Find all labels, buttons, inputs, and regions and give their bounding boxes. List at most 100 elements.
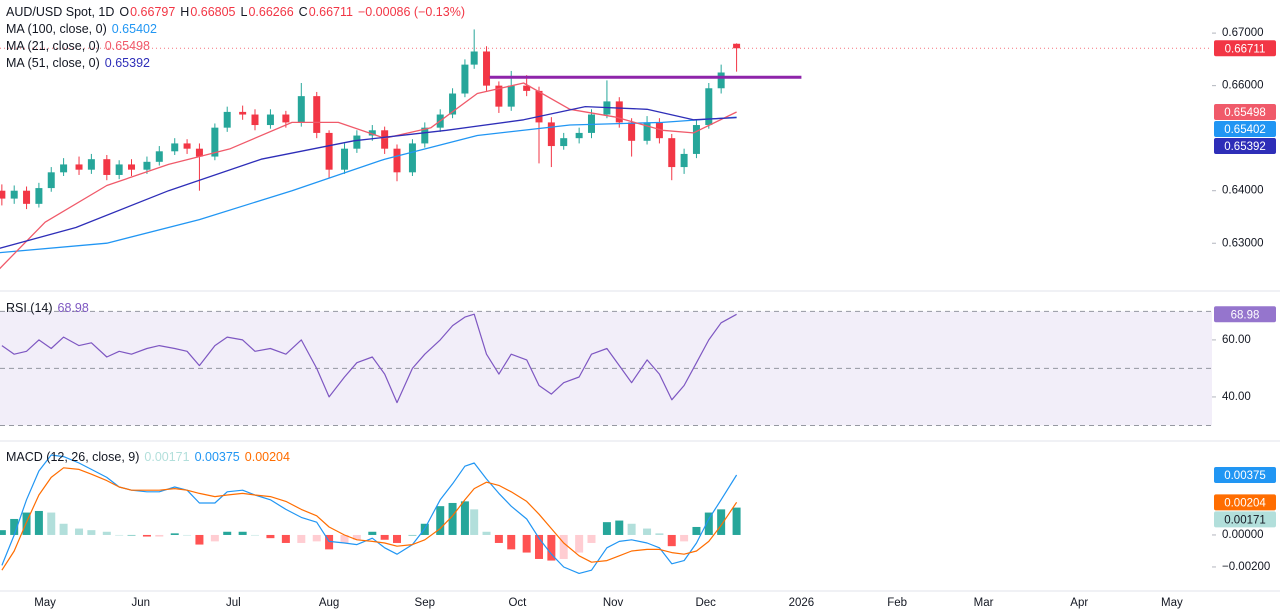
ma-legend: MA (100, close, 0) 0.65402 xyxy=(6,21,162,37)
histogram-bar xyxy=(238,531,247,535)
candle-body xyxy=(507,85,515,107)
histogram-bar xyxy=(368,531,377,535)
x-tick-label: Feb xyxy=(887,597,907,609)
candle-body xyxy=(143,161,151,170)
candle-body xyxy=(75,164,83,170)
candle-body xyxy=(495,85,503,107)
histogram-bar xyxy=(0,530,6,535)
candle-body xyxy=(421,127,429,144)
price-badge xyxy=(1214,511,1276,528)
price-badge xyxy=(1214,121,1276,138)
candle-body xyxy=(23,190,31,204)
ma-legend: MA (51, close, 0) 0.65392 xyxy=(6,55,155,71)
macd-pane xyxy=(0,454,741,574)
candle-body xyxy=(680,153,688,168)
ohlc-value: 0.66711 xyxy=(308,5,353,19)
ohlc-value: 0.66266 xyxy=(248,5,294,19)
macd-line xyxy=(1,454,738,574)
histogram-bar xyxy=(210,534,219,542)
ma-value: 0.65498 xyxy=(104,39,150,53)
price-badge xyxy=(1214,306,1276,323)
candle-body xyxy=(560,138,568,147)
candle-body xyxy=(195,148,203,157)
candle-body xyxy=(523,85,531,91)
candle-body xyxy=(115,164,123,175)
histogram-bar xyxy=(692,526,701,535)
ohlc-label: C xyxy=(298,5,308,19)
price-badge xyxy=(1214,138,1276,155)
histogram-bar xyxy=(127,534,136,536)
histogram-bar xyxy=(460,501,469,535)
price-badge-label: 0.00204 xyxy=(1224,497,1266,509)
macd-line xyxy=(1,467,738,571)
price-badge-label: 68.98 xyxy=(1231,309,1260,321)
ma-value: 0.65402 xyxy=(111,22,157,36)
price-badge-label: 0.65392 xyxy=(1224,141,1266,153)
price-badge-label: 0.00171 xyxy=(1224,514,1266,526)
histogram-bar xyxy=(494,534,503,543)
rsi-pane xyxy=(0,310,1212,426)
ma-name: MA (100, close, 0) xyxy=(6,22,107,36)
candle-body xyxy=(325,132,333,170)
histogram-bar xyxy=(59,523,68,535)
ohlc-label: H xyxy=(180,5,190,19)
candle-body xyxy=(35,188,43,204)
price-badge xyxy=(1214,104,1276,121)
histogram-bar xyxy=(408,534,417,536)
histogram-bar xyxy=(155,534,164,537)
candle-body xyxy=(461,64,469,94)
price-badge-label: 0.65402 xyxy=(1224,124,1266,136)
rsi-legend: RSI (14) 68.98 xyxy=(6,300,94,316)
histogram-bar xyxy=(655,533,664,535)
x-tick-label: May xyxy=(1161,597,1183,609)
y-tick-label: 40.00 xyxy=(1222,391,1251,403)
x-tick-label: Nov xyxy=(603,597,624,609)
histogram-bar xyxy=(643,528,652,535)
histogram-bar xyxy=(34,510,43,535)
x-tick-label: Dec xyxy=(695,597,716,609)
rsi-line xyxy=(1,313,737,404)
candle-body xyxy=(10,190,18,199)
x-tick-label: Mar xyxy=(974,597,994,609)
histogram-bar xyxy=(170,533,179,535)
histogram-bar xyxy=(75,528,84,535)
candle-body xyxy=(155,151,163,162)
candle-body xyxy=(251,114,259,126)
histogram-bar xyxy=(22,512,31,535)
candle-body xyxy=(449,93,457,115)
histogram-bar xyxy=(547,534,556,561)
candle-body xyxy=(103,159,111,175)
macd-value: 0.00204 xyxy=(244,450,290,464)
ma-value: 0.65392 xyxy=(104,56,150,70)
histogram-bar xyxy=(393,534,402,543)
candle-body xyxy=(341,148,349,170)
candle-body xyxy=(705,88,713,126)
ohlc-label: L xyxy=(240,5,248,19)
candle-body xyxy=(655,122,663,139)
rsi-title: RSI (14) xyxy=(6,301,53,315)
candle-body xyxy=(368,130,376,136)
price-badge xyxy=(1214,466,1276,483)
macd-value: 0.00375 xyxy=(194,450,240,464)
y-tick-label: 0.64000 xyxy=(1222,185,1264,197)
histogram-bar xyxy=(507,534,516,550)
histogram-bar xyxy=(436,506,445,535)
candle-body xyxy=(282,114,290,123)
candle-body xyxy=(615,101,623,123)
histogram-bar xyxy=(522,534,531,553)
histogram-bar xyxy=(195,534,204,545)
candle-body xyxy=(47,172,55,189)
histogram-bar xyxy=(281,534,290,543)
price-pane xyxy=(0,29,1212,270)
candle-body xyxy=(587,114,595,133)
histogram-bar xyxy=(559,534,568,559)
histogram-bar xyxy=(602,522,611,535)
histogram-bar xyxy=(732,507,741,535)
x-tick-label: May xyxy=(34,597,56,609)
macd-legend: MACD (12, 26, close, 9) 0.00171 0.00375 0.0… xyxy=(6,449,295,465)
histogram-bar xyxy=(482,531,491,535)
price-badge xyxy=(1214,40,1276,57)
price-badge xyxy=(1214,494,1276,511)
candle-body xyxy=(628,122,636,141)
axes: 0.63000 0.64000 0.66000 0.67000 0.66711 0.654… xyxy=(34,27,1276,609)
